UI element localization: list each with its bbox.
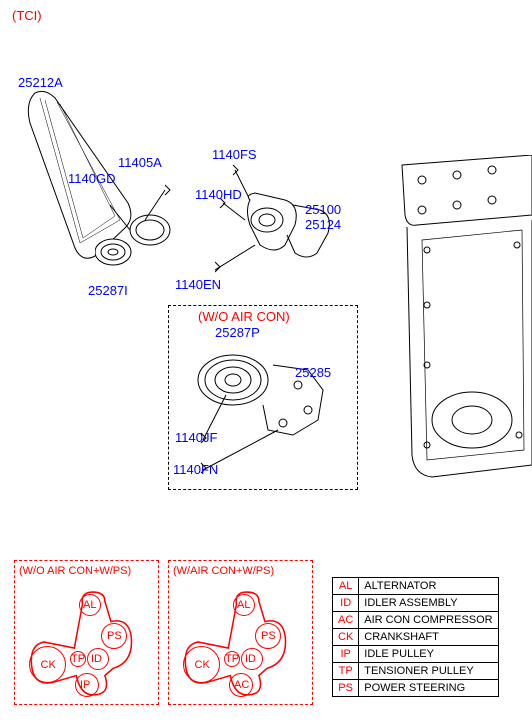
routing-left-title: (W/O AIR CON+W/PS) xyxy=(19,565,131,577)
routing-label-IP: IP xyxy=(80,679,90,691)
callout-1140FN: 1140FN xyxy=(173,462,218,477)
legend-code: CK xyxy=(333,629,359,646)
callout-1140EN: 1140EN xyxy=(175,277,221,292)
title-tci: (TCI) xyxy=(12,8,42,23)
legend-row-AL: ALALTERNATOR xyxy=(333,578,499,595)
routing-label-ID: ID xyxy=(245,653,256,665)
legend-desc: IDLE PULLEY xyxy=(359,646,498,663)
legend-row-ID: IDIDLER ASSEMBLY xyxy=(333,595,499,612)
legend-desc: TENSIONER PULLEY xyxy=(359,663,498,680)
legend-code: PS xyxy=(333,680,359,697)
routing-box-left: (W/O AIR CON+W/PS) AL PS TP ID CK IP xyxy=(14,560,159,705)
routing-label-AC: AC xyxy=(234,679,249,691)
routing-label-ID: ID xyxy=(91,653,102,665)
callout-25287I: 25287I xyxy=(88,283,128,298)
lower-section xyxy=(0,540,532,541)
legend-row-AC: ACAIR CON COMPRESSOR xyxy=(333,612,499,629)
wo-aircon-label: (W/O AIR CON) xyxy=(198,309,290,324)
routing-label-AL: AL xyxy=(237,599,250,611)
callout-25124: 25124 xyxy=(305,217,341,232)
routing-label-TP: TP xyxy=(71,653,85,665)
routing-label-CK: CK xyxy=(195,659,210,671)
routing-left-circles: AL PS TP ID CK IP xyxy=(29,591,134,701)
legend-code: AL xyxy=(333,578,359,595)
legend-desc: AIR CON COMPRESSOR xyxy=(359,612,498,629)
legend-row-IP: IPIDLE PULLEY xyxy=(333,646,499,663)
routing-label-PS: PS xyxy=(107,630,122,642)
callout-25287P: 25287P xyxy=(215,325,260,340)
callout-25285: 25285 xyxy=(295,365,331,380)
routing-label-PS: PS xyxy=(261,630,276,642)
legend-row-PS: PSPOWER STEERING xyxy=(333,680,499,697)
legend-table: ALALTERNATORIDIDLER ASSEMBLYACAIR CON CO… xyxy=(332,577,499,697)
routing-right-circles: AL PS TP ID CK AC xyxy=(183,591,288,701)
legend-code: IP xyxy=(333,646,359,663)
callout-1140JF: 1140JF xyxy=(175,430,217,445)
legend-row-CK: CKCRANKSHAFT xyxy=(333,629,499,646)
callout-25100: 25100 xyxy=(305,202,341,217)
callout-1140FS: 1140FS xyxy=(212,147,257,162)
callout-1140GD: 1140GD xyxy=(68,171,115,186)
legend-desc: ALTERNATOR xyxy=(359,578,498,595)
legend-desc: POWER STEERING xyxy=(359,680,498,697)
legend-code: ID xyxy=(333,595,359,612)
callout-11405A: 11405A xyxy=(118,155,162,170)
legend-code: AC xyxy=(333,612,359,629)
routing-label-CK: CK xyxy=(41,659,56,671)
routing-label-AL: AL xyxy=(83,599,96,611)
engine-block-illustration xyxy=(372,155,532,505)
tensioner-illustration xyxy=(95,180,205,280)
legend-desc: CRANKSHAFT xyxy=(359,629,498,646)
legend-desc: IDLER ASSEMBLY xyxy=(359,595,498,612)
legend-code: TP xyxy=(333,663,359,680)
callout-1140HD: 1140HD xyxy=(195,187,242,202)
routing-label-TP: TP xyxy=(225,653,239,665)
routing-box-right: (W/AIR CON+W/PS) AL PS TP ID CK AC xyxy=(168,560,313,705)
legend-row-TP: TPTENSIONER PULLEY xyxy=(333,663,499,680)
callout-25212A: 25212A xyxy=(18,75,63,90)
routing-right-title: (W/AIR CON+W/PS) xyxy=(173,565,274,577)
